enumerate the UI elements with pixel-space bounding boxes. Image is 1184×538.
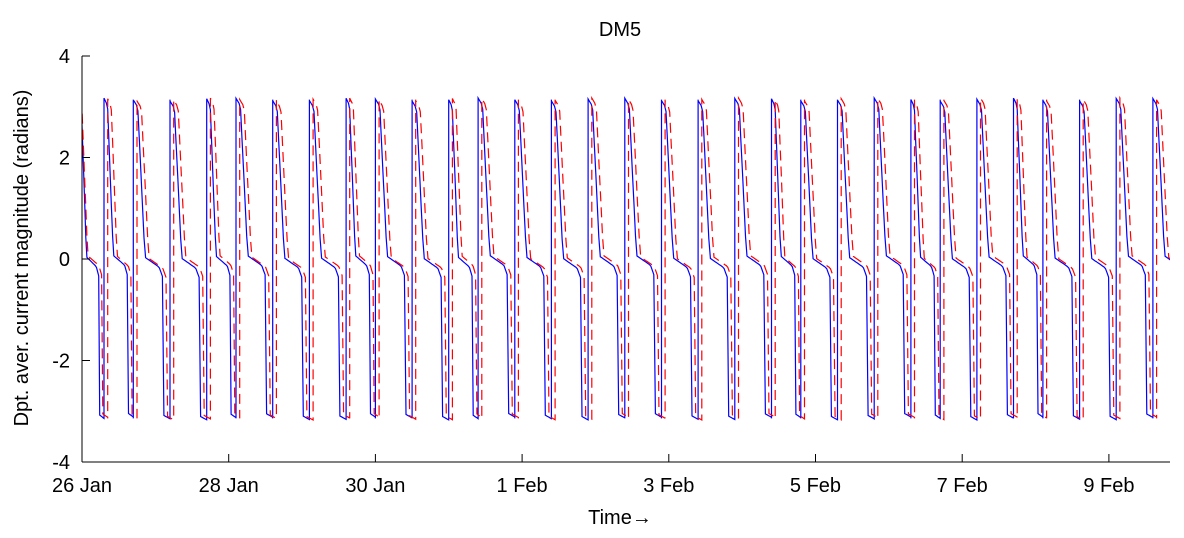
x-axis-label: Time→: [588, 507, 652, 529]
x-tick-label: 7 Feb: [937, 475, 988, 497]
axes: -4 -2 0 2 4 26 Jan 28 Jan 30 Jan 1 Feb 3 Feb 5 Feb…: [52, 46, 1170, 497]
x-tick-label: 28 Jan: [199, 475, 259, 497]
x-tick-label: 9 Feb: [1083, 475, 1134, 497]
x-tick-label: 26 Jan: [52, 475, 112, 497]
y-tick-label: -2: [52, 351, 70, 373]
y-tick-label: 0: [59, 249, 70, 271]
series-layer: [82, 95, 1170, 422]
y-tick-label: 4: [59, 46, 70, 68]
series-line-red-dashed: [82, 95, 1170, 422]
chart-title: DM5: [599, 19, 641, 41]
x-tick-label: 30 Jan: [345, 475, 405, 497]
y-axis-label: Dpt. aver. current magnitude (radians): [11, 90, 33, 427]
series-line-blue-solid: [82, 95, 1170, 422]
y-tick-label: -4: [52, 452, 70, 474]
x-tick-label: 5 Feb: [790, 475, 841, 497]
x-tick-label: 1 Feb: [497, 475, 548, 497]
x-tick-label: 3 Feb: [643, 475, 694, 497]
y-tick-label: 2: [59, 148, 70, 170]
